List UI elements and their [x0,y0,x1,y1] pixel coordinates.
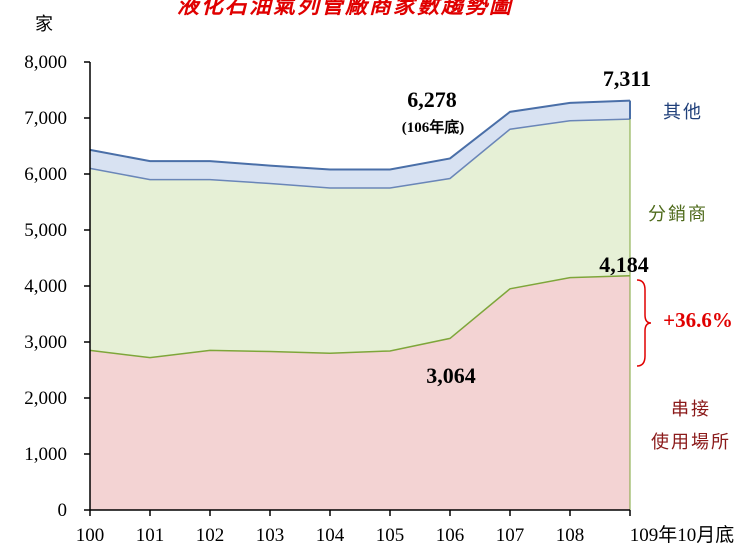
x-tick-label: 103 [256,525,285,544]
x-tick-label: 100 [76,525,105,544]
total-106-note: (106年底) [402,118,465,136]
y-tick-label: 1,000 [24,444,67,465]
y-axis-unit: 家 [35,14,53,35]
x-tick-label: 105 [376,525,405,544]
chart-title: 液化石油氣列管廠商家數趨勢圖 [177,0,515,19]
series-label-store: 串接使用場所 [651,399,731,453]
x-tick-label: 104 [316,525,345,544]
line-store [89,274,631,359]
y-tick-label: 5,000 [24,220,67,241]
area-other [90,100,630,188]
growth-brace [636,279,652,367]
series-label-other: 其他 [663,102,703,123]
y-tick-label: 0 [58,500,68,521]
axes: 0 1,000 2,000 3,000 4,000 5,000 6,000 7,000 8,00… [24,52,734,544]
y-tick-label: 6,000 [24,164,67,185]
x-tick-label: 108 [556,525,585,544]
growth-rate: +36.6% [663,308,733,332]
area-distributor [90,119,630,358]
total-109-value: 7,311 [603,66,651,91]
store-109-value: 4,184 [599,252,649,277]
annotations: 6,278 (106年底) 7,311 4,184 3,064 +36.6% 串接使用場所 分… [402,66,733,453]
y-tick-label: 8,000 [24,52,67,73]
line-distributor [89,118,631,189]
y-tick-label: 2,000 [24,388,67,409]
x-tick-label: 101 [136,525,165,544]
store-106-value: 3,064 [426,363,476,388]
x-tick-label: 109年10月底 [630,524,735,544]
area-store [90,275,630,510]
series-label-distributor: 分銷商 [648,204,708,225]
total-106-value: 6,278 [407,87,457,112]
x-tick-label: 107 [496,525,525,544]
y-tick-label: 4,000 [24,276,67,297]
line-other [89,99,631,171]
area-layers [89,99,631,510]
y-tick-label: 7,000 [24,108,67,129]
x-tick-label: 102 [196,525,225,544]
y-tick-label: 3,000 [24,332,67,353]
x-tick-label: 106 [436,525,465,544]
